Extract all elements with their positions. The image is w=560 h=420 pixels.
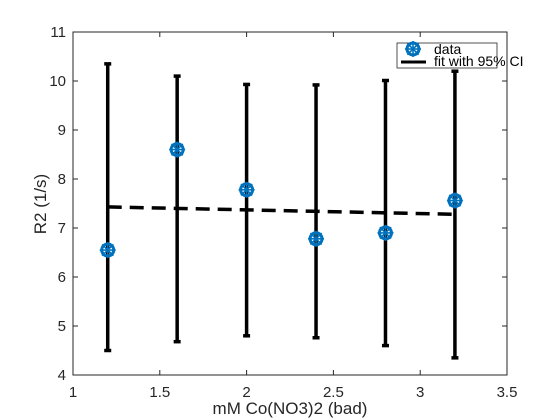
y-tick-label: 11 [50, 24, 66, 41]
plot-area [72, 31, 508, 376]
y-tick-label: 8 [58, 171, 66, 188]
data-point [238, 181, 255, 198]
y-tick-label: 4 [58, 367, 66, 384]
error-bar [451, 69, 459, 360]
legend-label-fit: fit with 95% CI [434, 53, 523, 69]
y-tick-label: 10 [49, 73, 66, 90]
axes-box [72, 31, 508, 376]
legend-marker-icon [405, 41, 421, 57]
data-point [99, 242, 116, 259]
y-axis-label: R2 (1/s) [31, 174, 50, 234]
data-point [446, 192, 463, 209]
x-tick-label: 3.5 [497, 384, 518, 401]
legend-label-data: data [434, 41, 461, 57]
data-point [377, 224, 394, 241]
y-tick-label: 9 [58, 122, 66, 139]
fit-line [107, 205, 455, 217]
x-axis-label: mM Co(NO3)2 (bad) [213, 399, 368, 418]
x-tick-label: 2.5 [323, 384, 344, 401]
y-tick-label: 7 [58, 220, 66, 237]
x-tick-label: 1 [69, 384, 77, 401]
x-tick-label: 2 [242, 384, 250, 401]
data-point [169, 141, 186, 158]
legend: data fit with 95% CI [396, 41, 523, 69]
x-tick-label: 1.5 [149, 384, 170, 401]
y-tick-label: 5 [58, 318, 66, 335]
x-tick-label: 3 [416, 384, 424, 401]
data-markers [99, 141, 463, 259]
data-point [308, 230, 325, 247]
y-tick-label: 6 [58, 269, 66, 286]
fit-line-segment [107, 205, 455, 217]
legend-data-marker [405, 41, 421, 57]
ticks: 1 1.5 2 2.5 3 3.5 4 5 6 7 8 9 10 11 [49, 24, 517, 401]
